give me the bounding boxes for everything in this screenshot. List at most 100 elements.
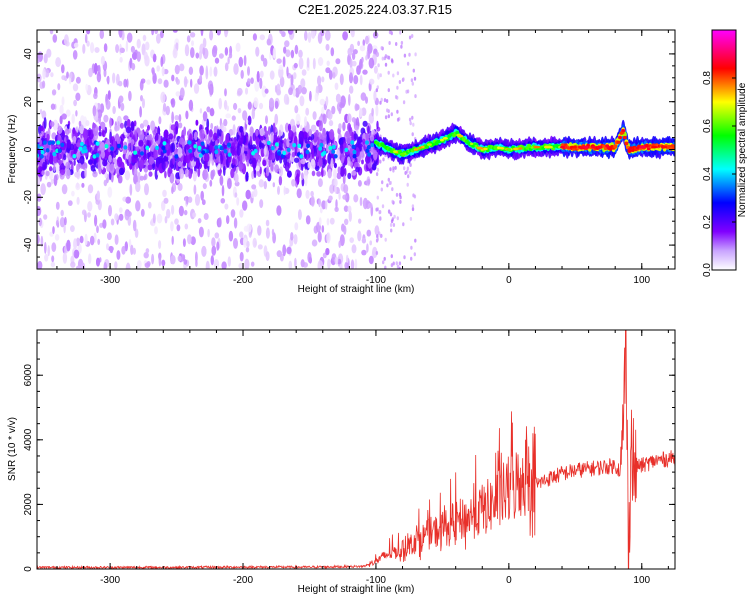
spectrogram-cell [168, 133, 174, 140]
spectrogram-cell [414, 52, 417, 57]
chart-title: C2E1.2025.224.03.37.R15 [298, 2, 452, 17]
spectrogram-cell [164, 216, 168, 224]
spectrogram-cell [95, 153, 100, 158]
spectrogram-cell [263, 57, 268, 67]
spectrogram-cell [126, 32, 133, 43]
spectrogram-cell [351, 244, 357, 254]
spectrogram-cell [214, 145, 219, 150]
spectrogram-cell [318, 120, 323, 132]
spectrogram-cell [39, 139, 43, 145]
colorbar-tick-label: 0.4 [702, 167, 713, 181]
spectrogram-cell [74, 171, 80, 178]
spectrogram-cell [252, 237, 257, 248]
spectrogram-cell [245, 119, 249, 125]
spectrogram-cell [403, 166, 406, 171]
spectrogram-cell [110, 218, 115, 226]
spectrogram-cell [367, 50, 371, 59]
spectrogram-cell [124, 209, 130, 221]
spectrogram-cell [52, 34, 58, 43]
spectrogram-cell [339, 102, 345, 109]
spectrogram-cell [247, 115, 252, 126]
snr-xtick-label: -100 [366, 575, 386, 586]
spectrogram-cell [87, 184, 94, 194]
spectrogram-ridge-cell [645, 143, 650, 148]
spectrogram-cell [278, 129, 282, 138]
spectrogram-cell [118, 80, 123, 87]
spectrogram-cell [224, 62, 229, 72]
spectrogram-cell [398, 261, 402, 266]
spectrogram-cell [50, 179, 54, 185]
spectrogram-cell [84, 167, 87, 178]
spectrogram-cell [183, 76, 188, 88]
spectrogram-cell [158, 240, 162, 249]
spectrogram-ridge-peak [560, 145, 566, 149]
spectrogram-cell [132, 219, 137, 232]
spectrogram-cell [321, 76, 325, 83]
spectrogram-cell [143, 175, 146, 181]
spectrogram-cell [223, 165, 226, 176]
spectrogram-cell [245, 246, 250, 253]
spectrogram-cell [245, 189, 251, 200]
spectrogram-cell [54, 234, 60, 241]
spectrogram-cell [349, 237, 355, 244]
spectrogram-cell [327, 152, 332, 165]
spectrogram-ridge-cell [613, 144, 618, 149]
spectrogram-cell [216, 128, 220, 140]
spectrogram-cell [205, 260, 210, 269]
spectrogram-cell [213, 259, 220, 269]
spectrogram-ridge-peak [518, 147, 523, 150]
spectrogram-cell [137, 171, 141, 184]
spectrogram-ridge-peak [544, 145, 550, 149]
spectrogram-cell [173, 127, 177, 139]
spectrogram-cell [148, 201, 152, 209]
spectrogram-cell [143, 252, 149, 259]
spectrogram-cell [142, 98, 145, 109]
colorbar-label: Normalized spectral amplitude [737, 82, 748, 217]
spectrogram-cell [369, 78, 375, 85]
spectrogram-ytick-label: -20 [23, 190, 34, 205]
spectrogram-cell [277, 185, 280, 195]
spectrogram-cell [37, 176, 40, 188]
spectrogram-cell [100, 55, 105, 66]
spectrogram-cell [86, 40, 90, 47]
spectrogram-cell [367, 202, 373, 209]
spectrogram-cell [325, 96, 329, 106]
spectrogram-ridge-peak [651, 145, 657, 149]
spectrogram-cell [394, 165, 397, 170]
spectrogram-cell [359, 145, 362, 152]
spectrogram-cell [373, 65, 378, 74]
spectrogram-cell [175, 172, 180, 180]
spectrogram-cell [270, 164, 274, 172]
spectrogram-cell [133, 168, 138, 178]
spectrogram-cell [146, 152, 150, 159]
spectrogram-plot-area [37, 30, 675, 269]
spectrogram-cell [193, 131, 198, 141]
spectrogram-cell [239, 126, 244, 133]
spectrogram-cell [364, 155, 371, 164]
spectrogram-cell [388, 41, 391, 45]
spectrogram-cell [316, 171, 322, 177]
spectrogram-cell [375, 104, 379, 117]
spectrogram-cell [201, 150, 206, 155]
spectrogram-cell [403, 53, 407, 58]
spectrogram-cell [333, 154, 338, 159]
spectrogram-cell [145, 248, 150, 254]
spectrogram-ridge-peak [591, 145, 596, 149]
spectrogram-cell [286, 66, 289, 77]
spectrogram-cell [49, 30, 54, 35]
spectrogram-ridge-peak [570, 145, 574, 149]
spectrogram-cell [178, 137, 185, 145]
spectrogram-cell [225, 113, 231, 119]
spectrogram-cell [148, 171, 153, 177]
spectrogram-cell [307, 31, 312, 43]
spectrogram-ridge-peak [470, 142, 474, 146]
spectrogram-cell [239, 251, 244, 262]
spectrogram-cell [357, 180, 362, 187]
spectrogram-cell [311, 147, 315, 159]
spectrogram-cell [162, 141, 167, 146]
spectrogram-ridge-peak [533, 145, 541, 149]
spectrogram-cell [140, 78, 146, 84]
spectrogram-cell [85, 120, 90, 127]
spectrogram-cell [88, 253, 92, 264]
spectrogram-cell [298, 130, 304, 142]
